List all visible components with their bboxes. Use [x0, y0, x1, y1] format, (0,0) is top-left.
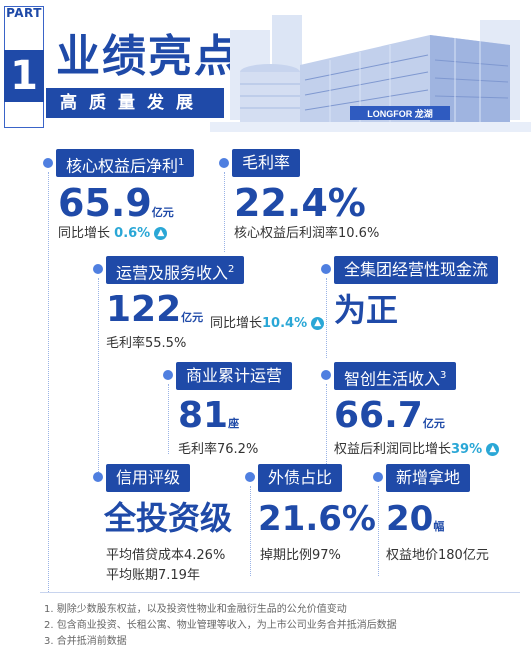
- metric-label-foreign-debt: 外债占比: [258, 464, 343, 492]
- marker-dot: [245, 472, 255, 482]
- metric-value-credit-rating: 全投资级: [104, 499, 233, 537]
- metric-sub-credit-rating-2: 平均账期7.19年: [106, 568, 200, 583]
- metric-sub-core-net-profit: 同比增长 0.6% ▲: [58, 222, 168, 241]
- marker-dot: [373, 472, 383, 482]
- connector-line: [98, 278, 99, 478]
- metric-sub-commercial-ops: 毛利率76.2%: [178, 442, 259, 457]
- page-subtitle: 高质量发展: [46, 88, 224, 118]
- metric-value-core-net-profit: 65.9亿元: [58, 181, 174, 225]
- metric-sub-operation-income: 毛利率55.5%: [106, 336, 187, 351]
- connector-line: [378, 486, 379, 576]
- metric-label-gross-margin: 毛利率: [232, 149, 301, 177]
- metric-value-cashflow: 为正: [334, 291, 399, 329]
- metric-label-new-land: 新增拿地: [386, 464, 471, 492]
- part-label: PART: [6, 6, 42, 20]
- marker-dot: [93, 264, 103, 274]
- building-illustration: LONGFOR 龙湖: [210, 15, 531, 132]
- marker-dot: [43, 158, 53, 168]
- metric-value-gross-margin: 22.4%: [234, 181, 366, 225]
- connector-line: [224, 172, 225, 252]
- part-number: 1: [4, 50, 44, 102]
- metric-label-commercial-ops: 商业累计运营: [176, 362, 293, 390]
- marker-dot: [219, 158, 229, 168]
- footnote-2: 2. 包含商业投资、长租公寓、物业管理等收入，为上市公司业务合并抵消后数据: [44, 620, 397, 631]
- metric-value-operation-income: 122亿元: [106, 289, 204, 330]
- connector-line: [326, 278, 327, 358]
- metric-label-cashflow: 全集团经营性现金流: [334, 256, 499, 284]
- metric-label-smart-life-income: 智创生活收入3: [334, 362, 457, 390]
- up-arrow-icon: ▲: [154, 227, 168, 240]
- metric-value-new-land: 20幅: [386, 499, 445, 539]
- metric-label-operation-income: 运营及服务收入2: [106, 256, 245, 284]
- up-arrow-icon: ▲: [486, 443, 500, 456]
- metric-sub-foreign-debt: 掉期比例97%: [260, 548, 341, 563]
- marker-dot: [321, 264, 331, 274]
- marker-dot: [321, 370, 331, 380]
- connector-line: [168, 384, 169, 454]
- metric-sub-credit-rating-1: 平均借贷成本4.26%: [106, 548, 226, 563]
- footnote-divider: [40, 592, 520, 593]
- page-header: PART 1 业绩亮点 高质量发展: [0, 0, 531, 140]
- metric-sub-smart-life-income: 权益后利润同比增长39% ▲: [334, 438, 500, 457]
- footnote-3: 3. 合并抵消前数据: [44, 636, 127, 647]
- metric-label-credit-rating: 信用评级: [106, 464, 191, 492]
- up-arrow-icon: ▲: [311, 317, 325, 330]
- metric-sub-new-land: 权益地价180亿元: [386, 548, 489, 563]
- metric-value-smart-life-income: 66.7亿元: [334, 395, 445, 436]
- logo-text: LONGFOR 龙湖: [367, 108, 433, 119]
- metric-sub-gross-margin: 核心权益后利润率10.6%: [234, 226, 380, 241]
- marker-dot: [93, 472, 103, 482]
- metric-label-core-net-profit: 核心权益后净利1: [56, 149, 195, 177]
- connector-line: [48, 172, 49, 592]
- marker-dot: [163, 370, 173, 380]
- page-title: 业绩亮点: [56, 31, 240, 82]
- metric-value-foreign-debt: 21.6%: [258, 499, 376, 539]
- metric-value-commercial-ops: 81座: [178, 395, 240, 436]
- connector-line: [250, 486, 251, 576]
- connector-line: [326, 384, 327, 484]
- footnote-1: 1. 剔除少数股东权益，以及投资性物业和金融衍生品的公允价值变动: [44, 604, 347, 615]
- metric-inline-operation-income: 同比增长10.4% ▲: [210, 312, 325, 331]
